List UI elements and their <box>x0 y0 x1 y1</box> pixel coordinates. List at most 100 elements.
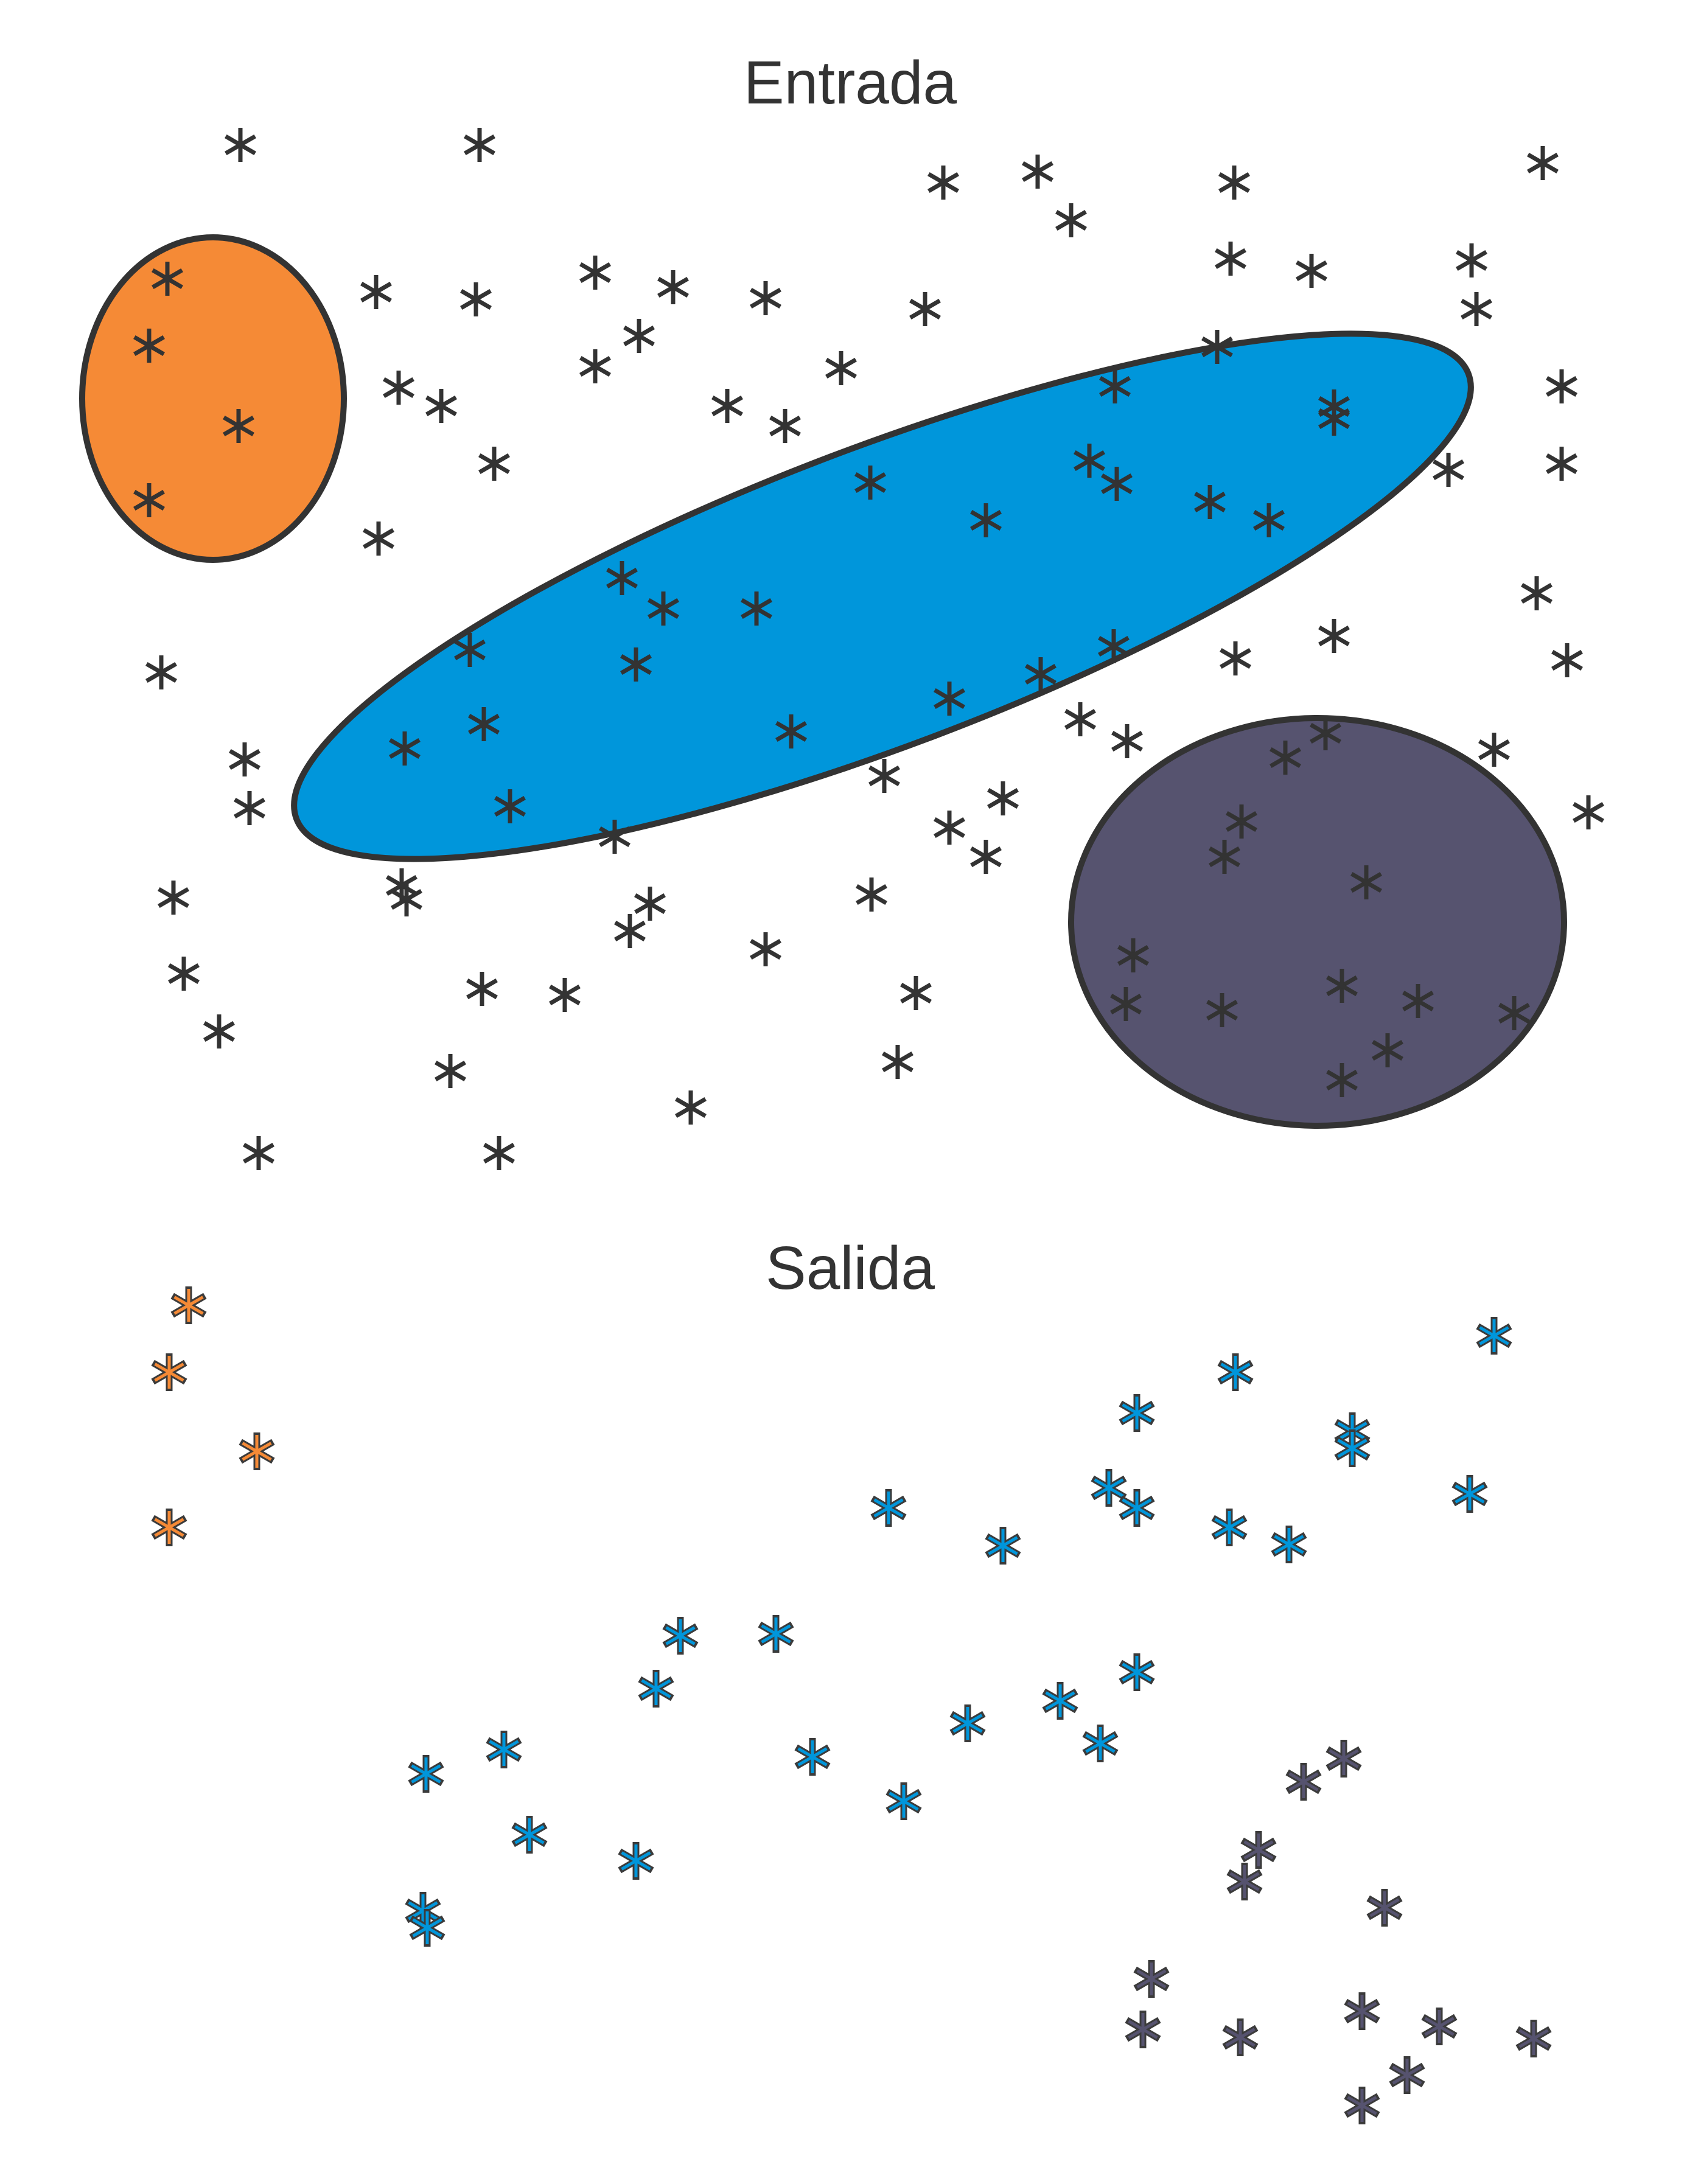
blue-cluster-point <box>664 1617 697 1655</box>
data-point-star <box>581 349 610 383</box>
data-point-star <box>1023 155 1052 189</box>
data-point-star <box>770 409 800 443</box>
data-point-star <box>1216 242 1245 276</box>
slate-cluster-point <box>1287 1763 1320 1801</box>
slate-cluster-point <box>1346 1992 1378 2030</box>
data-point-star <box>1479 733 1509 767</box>
data-point-star <box>1457 243 1486 277</box>
data-point-star <box>910 292 940 326</box>
data-point-star <box>615 914 644 948</box>
data-point-star <box>988 781 1018 815</box>
data-point-star <box>484 1136 514 1170</box>
data-point-star <box>204 1014 234 1048</box>
data-point-star <box>1547 369 1576 403</box>
output-panel-title: Salida <box>766 1234 935 1302</box>
data-point-star <box>971 840 1001 874</box>
data-point-star <box>929 166 958 200</box>
data-point-star <box>244 1136 273 1170</box>
blue-cluster-point <box>1453 1475 1486 1513</box>
blue-cluster-point <box>1120 1653 1153 1691</box>
data-point-star <box>364 522 393 556</box>
data-point-star <box>1066 702 1095 736</box>
slate-cluster-point <box>1368 1889 1401 1927</box>
data-point-star <box>362 275 391 309</box>
data-point-star <box>826 351 856 385</box>
data-point-star <box>1297 254 1326 288</box>
slate-cluster-point <box>1517 2020 1550 2057</box>
blue-cluster-point <box>1478 1317 1511 1355</box>
data-point-star <box>1434 453 1463 487</box>
data-point-star <box>635 887 665 921</box>
data-point-star <box>550 978 579 1012</box>
blue-cluster-point <box>513 1816 546 1854</box>
blue-cluster-point <box>872 1489 905 1527</box>
blue-cluster-point <box>1044 1682 1077 1720</box>
data-point-star <box>751 932 780 966</box>
blue-cluster-point <box>796 1738 829 1776</box>
data-point-star <box>1319 619 1349 653</box>
data-point-star <box>713 389 742 423</box>
data-point-star <box>883 1045 912 1079</box>
data-point-star <box>159 881 188 915</box>
blue-cluster-point <box>640 1670 672 1708</box>
blue-cluster-point <box>987 1527 1019 1565</box>
blue-cluster-point <box>1120 1394 1153 1432</box>
blue-cluster-point <box>951 1704 984 1742</box>
slate-cluster-point <box>1135 1960 1168 1998</box>
data-point-star <box>467 972 497 1006</box>
blue-cluster-point <box>410 1755 442 1793</box>
blue-cluster-point <box>620 1842 652 1880</box>
data-point-star <box>935 811 964 845</box>
data-point-star <box>1574 795 1603 829</box>
orange-cluster-region <box>82 237 344 560</box>
input-panel <box>82 128 1603 1170</box>
data-point-star <box>230 742 259 776</box>
data-point-star <box>226 128 255 162</box>
output-panel <box>153 1286 1550 2124</box>
data-point-star <box>1057 203 1086 237</box>
data-point-star <box>1528 146 1557 180</box>
data-point-star <box>384 371 413 405</box>
data-point-star <box>1553 643 1582 677</box>
data-point-star <box>624 319 654 353</box>
orange-cluster-point <box>153 1353 186 1391</box>
slate-cluster-point <box>1391 2056 1423 2094</box>
blue-cluster-point <box>487 1731 520 1768</box>
data-point-star <box>581 256 610 290</box>
data-point-star <box>1112 724 1142 758</box>
orange-cluster-point <box>172 1286 205 1324</box>
data-point-star <box>427 389 456 423</box>
slate-cluster-point <box>1423 2008 1456 2045</box>
data-point-star <box>870 759 899 793</box>
data-point-star <box>1547 447 1576 481</box>
data-point-star <box>901 976 931 1010</box>
data-point-star <box>658 270 688 304</box>
orange-cluster-point <box>153 1509 186 1546</box>
blue-cluster-point <box>760 1615 792 1653</box>
output-points <box>153 1286 1550 2124</box>
data-point-star <box>1462 292 1491 326</box>
slate-cluster-point <box>1346 2087 1378 2124</box>
data-point-star <box>1221 641 1250 675</box>
data-point-star <box>436 1054 465 1088</box>
input-panel-title: Entrada <box>744 49 957 117</box>
data-point-star <box>461 282 491 316</box>
slate-cluster-region <box>1071 718 1564 1126</box>
data-point-star <box>1220 166 1249 200</box>
data-point-star <box>1522 576 1551 610</box>
data-point-star <box>147 655 176 689</box>
data-point-star <box>676 1090 705 1125</box>
blue-cluster-point <box>1084 1725 1117 1762</box>
slate-cluster-point <box>1224 2018 1257 2056</box>
data-point-star <box>857 877 886 912</box>
blue-cluster-point <box>887 1782 920 1820</box>
data-point-star <box>169 957 198 991</box>
slate-cluster-point <box>1126 2011 1159 2048</box>
blue-cluster-point <box>1219 1353 1252 1391</box>
data-point-star <box>480 447 509 481</box>
blue-cluster-point <box>1213 1509 1246 1546</box>
data-point-star <box>235 791 264 825</box>
slate-cluster-point <box>1327 1740 1360 1778</box>
data-point-star <box>751 281 780 315</box>
